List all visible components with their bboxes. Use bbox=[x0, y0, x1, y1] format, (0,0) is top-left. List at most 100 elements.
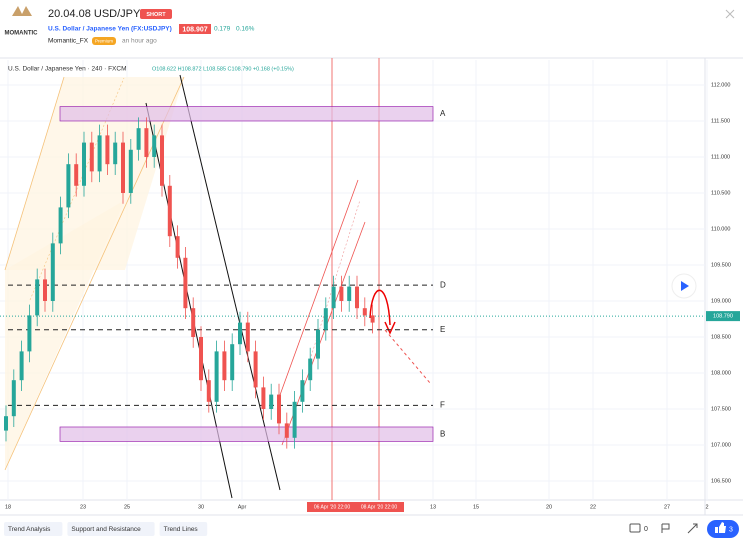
candle-body bbox=[269, 394, 274, 409]
candle-body bbox=[113, 142, 118, 165]
x-tick-label: 2 bbox=[705, 504, 708, 510]
candle-body bbox=[238, 322, 242, 345]
short-badge: SHORT bbox=[146, 12, 166, 18]
flag-icon[interactable] bbox=[661, 523, 670, 533]
candle-body bbox=[183, 257, 188, 309]
zone-label: B bbox=[440, 429, 445, 438]
candle-body bbox=[253, 351, 258, 388]
zone-label: A bbox=[440, 109, 446, 118]
tag-bg[interactable] bbox=[159, 522, 208, 536]
candle-body bbox=[66, 164, 71, 208]
date-marker-bg bbox=[354, 502, 404, 512]
time: an hour ago bbox=[122, 38, 157, 45]
zone bbox=[59, 426, 434, 442]
x-tick-label: 20 bbox=[546, 504, 552, 510]
channel bbox=[5, 200, 125, 470]
legend-name: U.S. Dollar / Japanese Yen · 240 · FXCM bbox=[8, 66, 127, 73]
candle-body bbox=[4, 416, 8, 431]
price: 108.907 bbox=[182, 26, 207, 33]
candle-body bbox=[292, 401, 297, 438]
idea-title: 20.04.08 USD/JPY bbox=[48, 8, 141, 20]
candle-body bbox=[347, 286, 352, 301]
candle-body bbox=[160, 135, 164, 186]
x-tick-label: 23 bbox=[80, 504, 86, 510]
candle-body bbox=[19, 351, 24, 381]
comment-icon[interactable] bbox=[629, 523, 641, 533]
channel-line bbox=[279, 179, 359, 396]
tag-bg[interactable] bbox=[4, 522, 63, 536]
candle-body bbox=[323, 308, 328, 330]
tag-bg[interactable] bbox=[67, 522, 155, 536]
candle-body bbox=[97, 135, 102, 172]
close-button[interactable] bbox=[725, 9, 735, 19]
candle-body bbox=[43, 279, 47, 301]
change: 0.179 bbox=[214, 26, 231, 33]
channel bbox=[5, 77, 184, 270]
candle-body bbox=[121, 142, 125, 193]
channel-line bbox=[4, 76, 65, 271]
x-tick-label: 18 bbox=[5, 504, 11, 510]
author[interactable]: Momantic_FX bbox=[48, 38, 89, 45]
candle-body bbox=[27, 315, 32, 352]
x-tick-label: 15 bbox=[473, 504, 479, 510]
x-tick-label: 25 bbox=[124, 504, 130, 510]
arrow-head bbox=[384, 321, 396, 335]
candle-body bbox=[167, 185, 172, 237]
forecast-arrow bbox=[369, 289, 391, 326]
candle-body bbox=[74, 164, 79, 186]
candle-body bbox=[136, 128, 141, 150]
premium: Premium bbox=[95, 39, 113, 44]
y-tick-label: 110.000 bbox=[711, 226, 730, 232]
legend-ohlc: O108.622 H108.872 L108.585 C108.790 +0.1… bbox=[152, 66, 294, 72]
candle-body bbox=[370, 315, 375, 323]
boost-count: 3 bbox=[729, 526, 733, 533]
candle-body bbox=[191, 308, 196, 337]
change-pct: 0.16% bbox=[236, 26, 255, 33]
x-tick-label: 30 bbox=[198, 504, 204, 510]
tag[interactable]: Trend Lines bbox=[164, 526, 199, 533]
candle-body bbox=[105, 135, 110, 165]
candle-body bbox=[214, 351, 219, 402]
candle-body bbox=[284, 423, 289, 438]
y-tick-label: 107.000 bbox=[711, 442, 731, 448]
x-tick-label: 22 bbox=[590, 504, 596, 510]
candle-body bbox=[355, 286, 359, 309]
symbol[interactable]: U.S. Dollar / Japanese Yen (FX:USDJPY) bbox=[48, 26, 172, 33]
share-icon[interactable] bbox=[687, 523, 698, 534]
candle-body bbox=[82, 142, 86, 186]
x-tick-label: 13 bbox=[430, 504, 436, 510]
candle-body bbox=[261, 387, 266, 409]
candle-body bbox=[199, 336, 203, 381]
y-tick-label: 106.500 bbox=[711, 478, 731, 484]
candle-body bbox=[222, 351, 227, 381]
y-tick-label: 108.000 bbox=[711, 370, 731, 376]
tag[interactable]: Support and Resistance bbox=[71, 526, 141, 533]
date-marker-label: 06 Apr '20 22:00 bbox=[314, 504, 350, 510]
candle-body bbox=[206, 380, 211, 402]
candle-body bbox=[362, 308, 367, 316]
short-badge-bg bbox=[140, 9, 172, 19]
candle-body bbox=[11, 380, 16, 417]
x-tick-label: 27 bbox=[664, 504, 670, 510]
tag[interactable]: Trend Analysis bbox=[8, 526, 51, 533]
candle-body bbox=[152, 135, 157, 157]
candle-body bbox=[331, 286, 336, 309]
candle-body bbox=[277, 394, 281, 424]
logo-text: MOMANTIC bbox=[5, 31, 39, 37]
last-price-bg bbox=[706, 311, 740, 322]
y-tick-label: 111.500 bbox=[711, 118, 730, 124]
candle-body bbox=[89, 142, 94, 172]
y-tick-label: 112.000 bbox=[711, 82, 730, 88]
logo-icon bbox=[12, 6, 32, 16]
play-icon bbox=[681, 281, 689, 291]
candle-body bbox=[339, 286, 344, 301]
date-marker-bg bbox=[307, 502, 357, 512]
candle-body bbox=[308, 358, 313, 381]
y-tick-label: 107.500 bbox=[711, 406, 731, 412]
y-tick-label: 109.500 bbox=[711, 262, 731, 268]
candle-body bbox=[50, 243, 55, 301]
candle-body bbox=[245, 322, 250, 352]
boost-icon bbox=[715, 522, 726, 533]
